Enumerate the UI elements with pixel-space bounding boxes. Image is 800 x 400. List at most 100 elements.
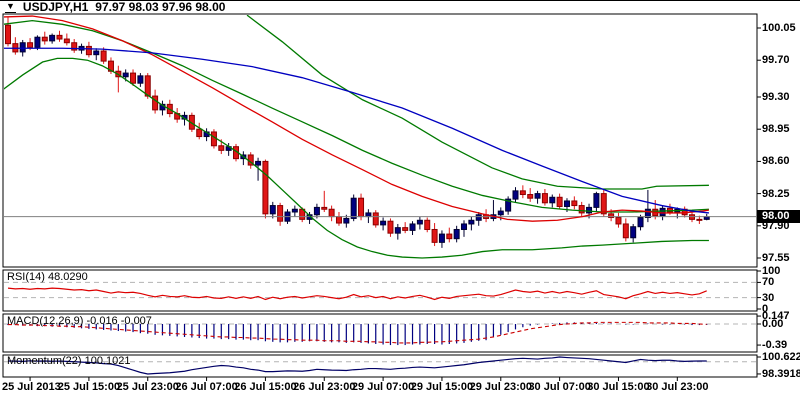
candle-bearish (571, 200, 578, 207)
candle-bearish (85, 45, 92, 56)
candle-bearish (196, 128, 203, 138)
candle-bearish (696, 218, 703, 221)
macd-axis-label: -0.39 (762, 339, 788, 352)
time-axis-label: 30 Jul 23:00 (646, 381, 709, 393)
bollinger-upper-line (246, 15, 709, 190)
price-axis-label: 97.55 (762, 252, 790, 264)
candle-bullish (659, 207, 666, 217)
candle-bullish (637, 217, 644, 228)
candle-bearish (556, 196, 563, 207)
momentum-label: Momentum(22) 100.1021 (7, 355, 131, 367)
candle-bearish (358, 197, 365, 218)
candle-bullish (291, 208, 298, 213)
main-chart-area[interactable] (5, 16, 710, 248)
momentum-line (7, 356, 707, 375)
time-axis-label: 30 Jul 07:00 (528, 381, 591, 393)
candle-bullish (122, 72, 129, 78)
time-axis-label: 26 Jul 15:00 (234, 381, 297, 393)
candle-bearish (519, 190, 526, 196)
candle-bullish (49, 34, 56, 42)
candle-bullish (343, 217, 350, 224)
rsi-line (7, 287, 707, 301)
candle-bearish (5, 24, 11, 45)
candle-bearish (56, 34, 63, 40)
time-axis-label: 29 Jul 23:00 (469, 381, 532, 393)
time-axis-label: 25 Jul 15:00 (57, 381, 121, 393)
candle-bullish (549, 196, 556, 204)
time-axis-label: 29 Jul 15:00 (410, 381, 474, 393)
bollinger-lower-line (4, 57, 709, 259)
rsi-axis-label: 70 (762, 276, 775, 289)
chart-ohlc-values: 97.97 98.03 97.96 98.00 (95, 0, 226, 14)
time-axis-label: 29 Jul 07:00 (351, 381, 415, 393)
candle-bullish (380, 220, 387, 226)
price-axis-label: 98.95 (762, 123, 790, 136)
candle-bearish (152, 95, 159, 111)
candle-bearish (527, 194, 534, 199)
macd-axis-label: 0.147 (762, 310, 790, 323)
candle-bullish (416, 219, 423, 225)
main-panel-border (2, 13, 758, 268)
candle-bullish (269, 205, 276, 215)
rsi-axis-label: 30 (762, 291, 775, 304)
candle-bullish (475, 214, 482, 221)
candle-bullish (93, 50, 100, 56)
momentum-panel-border (2, 354, 758, 378)
time-axis-label: 26 Jul 07:00 (175, 381, 238, 393)
candle-bullish (461, 223, 468, 230)
rsi-panel-border (2, 269, 758, 312)
candle-bullish (586, 206, 593, 214)
candle-bullish (350, 197, 357, 219)
candle-bullish (409, 223, 416, 231)
candle-bearish (130, 72, 137, 84)
candle-bearish (218, 145, 225, 151)
momentum-name: Momentum(22) (7, 355, 82, 367)
candle-bearish (622, 223, 629, 239)
candle-bullish (593, 193, 600, 208)
candle-bearish (321, 206, 328, 210)
candle-bullish (497, 210, 504, 216)
macd-value: -0.016 -0.007 (86, 315, 152, 327)
candle-bearish (578, 205, 585, 214)
candle-bearish (41, 36, 48, 42)
candle-bullish (438, 233, 445, 243)
ma-red-line (4, 15, 710, 222)
time-axis-label: 30 Jul 15:00 (587, 381, 650, 393)
price-axis-label: 100.05 (762, 22, 796, 34)
candle-bearish (71, 42, 78, 51)
momentum-value: 100.1021 (84, 355, 131, 367)
candle-bearish (63, 38, 70, 44)
candle-bullish (137, 75, 144, 84)
macd-signal-line (8, 321, 707, 344)
candle-bearish (100, 50, 107, 62)
candle-bearish (615, 217, 622, 225)
candle-bearish (335, 216, 342, 224)
candle-bearish (277, 205, 284, 222)
chart-dropdown-icon[interactable]: ▼ (5, 0, 16, 13)
candle-bearish (608, 213, 615, 219)
ma-blue-line (4, 47, 710, 214)
chart-title-bar: ▼ USDJPY,H1 97.97 98.03 97.96 98.00 (5, 0, 226, 14)
rsi-axis-label: 100 (762, 265, 781, 277)
time-axis-label: 26 Jul 23:00 (293, 381, 356, 393)
candle-bullish (19, 42, 26, 53)
candle-bullish (563, 200, 570, 207)
candle-bullish (313, 206, 320, 216)
macd-panel-border (2, 313, 758, 353)
candle-bearish (402, 227, 409, 231)
candle-bearish (541, 193, 548, 204)
candle-bullish (512, 190, 519, 200)
momentum-axis-label: 98.3918 (762, 367, 800, 380)
price-axis-label: 99.30 (762, 91, 790, 103)
price-axis-label: 98.60 (762, 155, 790, 168)
candle-bearish (446, 233, 453, 240)
candle-bullish (534, 193, 541, 199)
rsi-name: RSI(14) (7, 271, 45, 283)
candle-bearish (107, 60, 114, 72)
candle-bearish (27, 42, 34, 48)
macd-axis-label: 0.00 (762, 318, 784, 330)
candle-bullish (453, 228, 460, 240)
